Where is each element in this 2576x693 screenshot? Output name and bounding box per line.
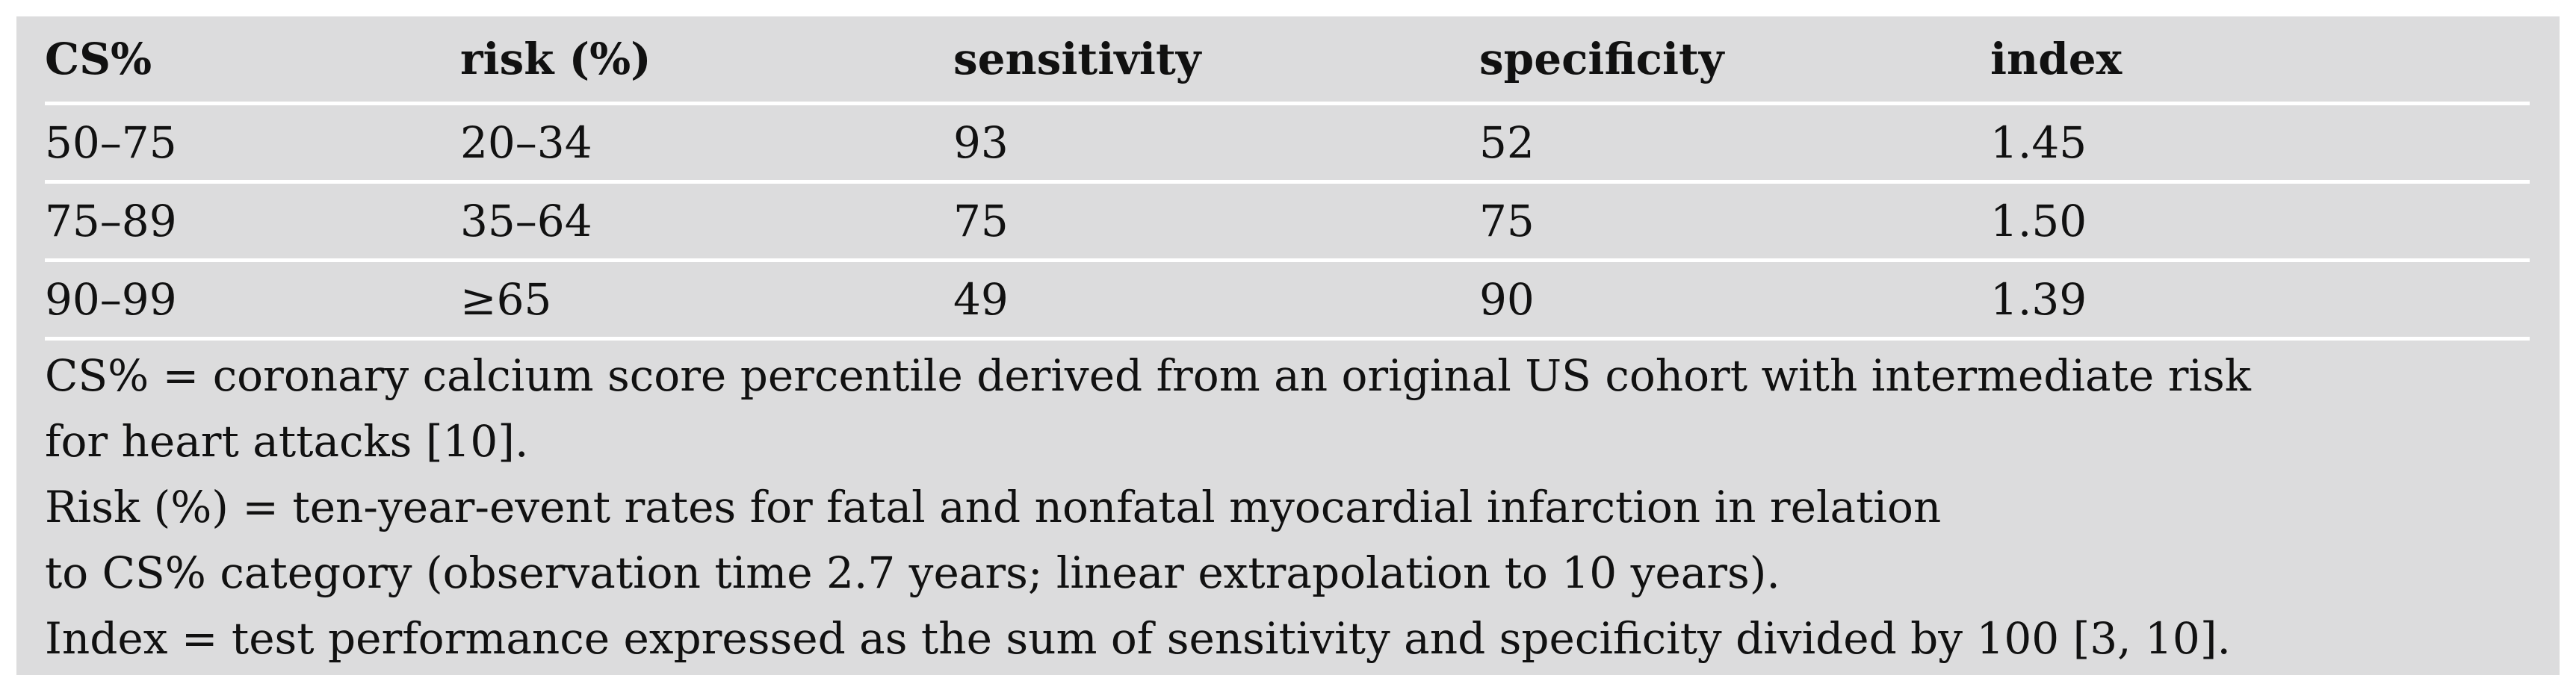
row-divider [45, 180, 2530, 184]
cell-cs-percent: 75–89 [45, 196, 177, 246]
table-row: 75–89 35–64 75 75 1.50 [45, 184, 2530, 258]
cell-risk: 35–64 [460, 196, 592, 246]
table-footnotes: CS% = coronary calcium score percentile … [45, 343, 2540, 671]
cell-cs-percent: 50–75 [45, 117, 177, 168]
footnote-line: Index = test performance expressed as th… [45, 613, 2231, 664]
cell-sensitivity: 75 [953, 196, 1009, 246]
footnote-line: CS% = coronary calcium score percentile … [45, 350, 2251, 401]
cell-specificity: 75 [1479, 196, 1535, 246]
footnote-line: for heart attacks [10]. [45, 416, 529, 467]
header-risk: risk (%) [460, 34, 651, 84]
cell-cs-percent: 90–99 [45, 274, 177, 325]
cell-sensitivity: 49 [953, 274, 1009, 325]
cell-risk: ≥65 [460, 274, 552, 325]
cell-specificity: 52 [1479, 117, 1535, 168]
header-cs-percent: CS% [45, 34, 152, 84]
cell-index: 1.45 [1990, 117, 2087, 168]
cell-index: 1.50 [1990, 196, 2087, 246]
data-table: CS% risk (%) sensitivity specificity ind… [45, 16, 2530, 341]
footnote-line: Risk (%) = ten-year-event rates for fata… [45, 482, 1942, 532]
header-index: index [1990, 34, 2123, 84]
row-divider [45, 102, 2530, 105]
row-divider [45, 258, 2530, 262]
cell-sensitivity: 93 [953, 117, 1009, 168]
cell-risk: 20–34 [460, 117, 592, 168]
cell-index: 1.39 [1990, 274, 2087, 325]
table-panel: CS% risk (%) sensitivity specificity ind… [16, 16, 2560, 675]
table-header-row: CS% risk (%) sensitivity specificity ind… [45, 16, 2530, 102]
header-specificity: specificity [1479, 34, 1724, 84]
row-divider [45, 337, 2530, 341]
table-row: 90–99 ≥65 49 90 1.39 [45, 262, 2530, 337]
footnote-line: to CS% category (observation time 2.7 ye… [45, 547, 1780, 598]
header-sensitivity: sensitivity [953, 34, 1201, 84]
table-row: 50–75 20–34 93 52 1.45 [45, 105, 2530, 180]
cell-specificity: 90 [1479, 274, 1535, 325]
